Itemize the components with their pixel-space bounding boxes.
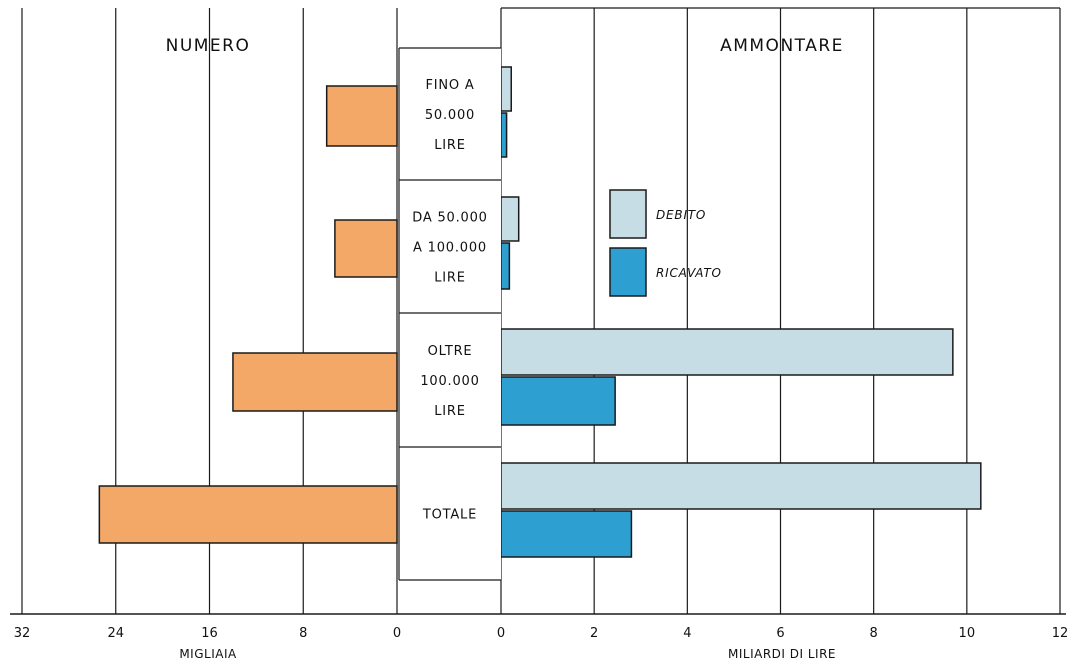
- right-tick-label: 10: [959, 626, 976, 641]
- left-bar: [232, 352, 398, 412]
- right-bar-debito: [500, 196, 520, 242]
- bars: [98, 66, 982, 558]
- category-label: 50.000: [425, 108, 475, 123]
- right-bar-ricavato: [500, 376, 616, 426]
- right-tick-label: 6: [776, 626, 784, 641]
- right-panel-title: AMMONTARE: [720, 36, 844, 56]
- left-bar: [98, 485, 398, 544]
- category-label: A 100.000: [413, 241, 487, 256]
- category-labels: FINO A 50.000 LIRE DA 50.000 A 100.000 LIRE OL…: [412, 78, 488, 523]
- category-label: OLTRE: [428, 344, 473, 359]
- right-tick-label: 2: [590, 626, 598, 641]
- left-tick-label: 32: [14, 626, 31, 641]
- frames: [10, 7, 1066, 615]
- left-bar: [325, 85, 398, 147]
- category-label: 100.000: [420, 374, 479, 389]
- right-bar-debito: [500, 328, 954, 376]
- left-tick-label: 0: [393, 626, 401, 641]
- left-tick-label: 8: [299, 626, 307, 641]
- right-bar-debito: [500, 462, 982, 510]
- category-label: LIRE: [434, 138, 466, 153]
- right-bar-ricavato: [500, 510, 633, 558]
- right-tick-label: 12: [1052, 626, 1069, 641]
- right-tick-label: 0: [497, 626, 505, 641]
- legend-swatch-ricavato: [609, 247, 647, 297]
- right-tick-label: 4: [683, 626, 691, 641]
- category-label: DA 50.000: [412, 211, 488, 226]
- category-label: TOTALE: [422, 508, 477, 523]
- category-column-bg: [399, 48, 501, 580]
- legend-label-debito: DEBITO: [656, 208, 706, 222]
- left-axis-title: MIGLIAIA: [179, 647, 237, 661]
- left-panel-title: NUMERO: [166, 36, 251, 56]
- right-bar-debito: [500, 66, 512, 112]
- left-tick-label: 16: [201, 626, 218, 641]
- right-bar-ricavato: [500, 242, 511, 290]
- right-axis-title: MILIARDI DI LIRE: [728, 647, 836, 661]
- category-label: LIRE: [434, 404, 466, 419]
- right-tick-label: 8: [870, 626, 878, 641]
- tick-labels: 32 24 16 8 0 0 2 4 6 8 10 12: [14, 626, 1069, 641]
- category-label: LIRE: [434, 271, 466, 286]
- category-label: FINO A: [425, 78, 474, 93]
- legend-label-ricavato: RICAVATO: [656, 266, 722, 280]
- left-tick-label: 24: [107, 626, 124, 641]
- legend: DEBITO RICAVATO: [609, 189, 722, 297]
- left-bar: [334, 219, 398, 278]
- legend-swatch-debito: [609, 189, 647, 239]
- right-bar-ricavato: [500, 112, 508, 158]
